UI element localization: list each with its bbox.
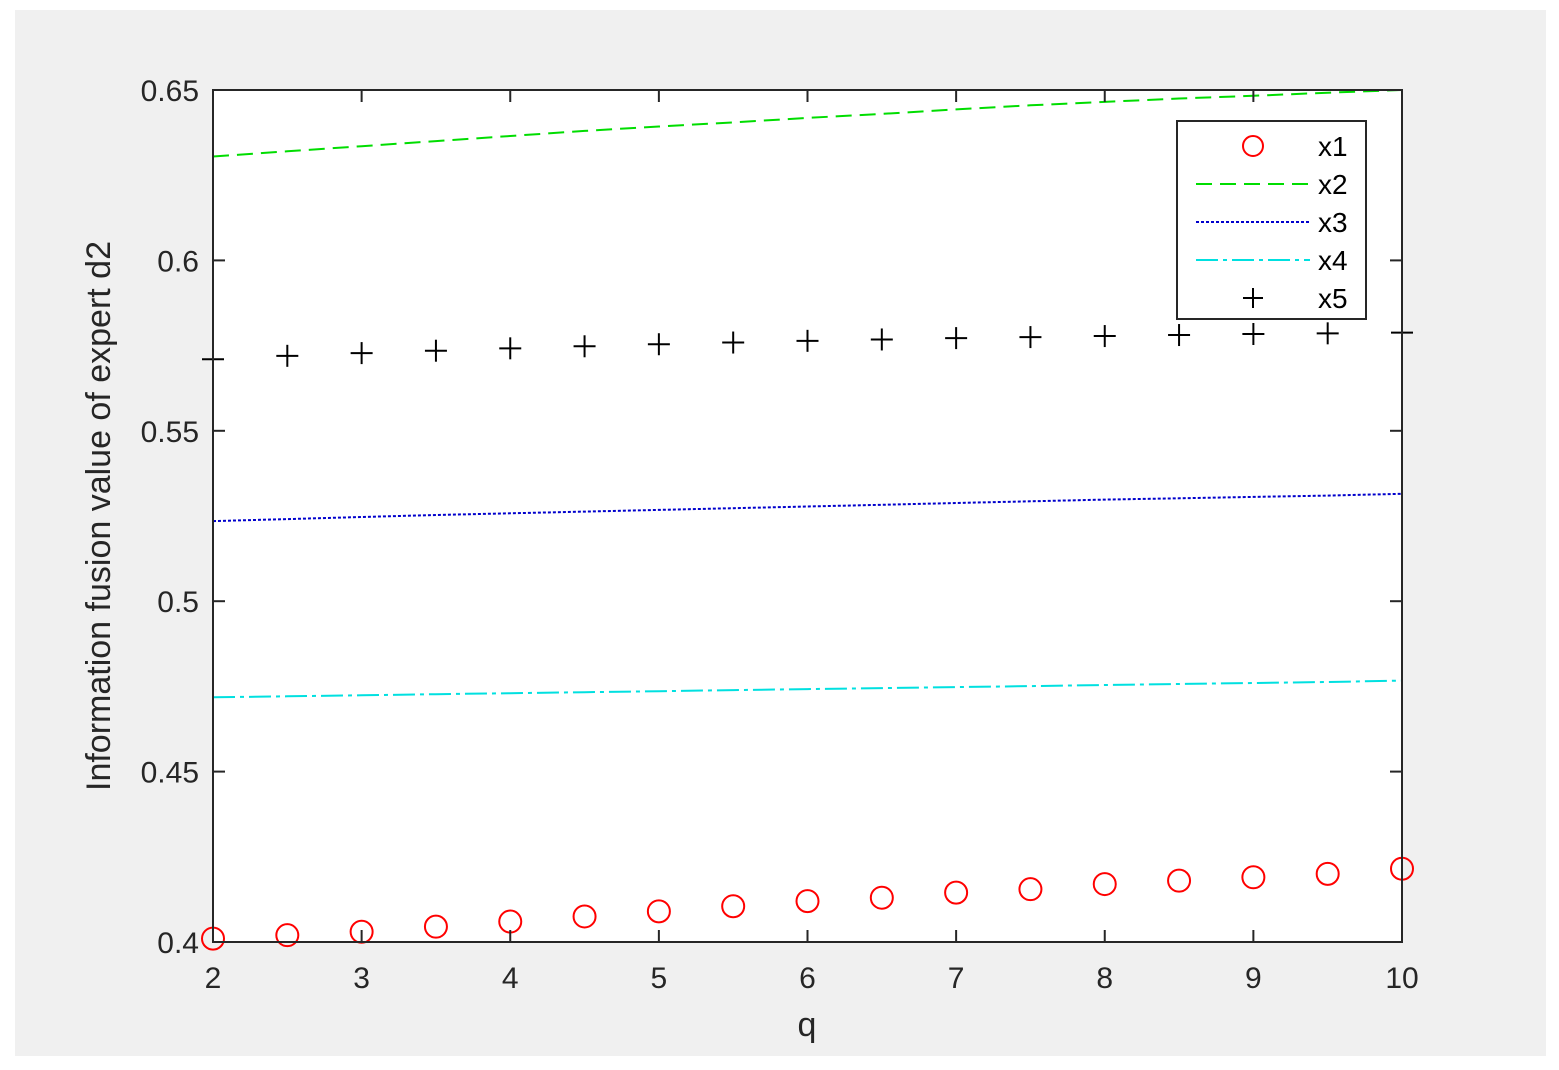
- y-tick-label: 0.6: [157, 245, 199, 278]
- data-point-x1: [572, 904, 597, 929]
- data-point-x1: [646, 899, 671, 924]
- data-point-x1: [275, 923, 300, 948]
- x-tick-label: 2: [205, 962, 222, 995]
- data-point-x5: [1093, 325, 1116, 348]
- y-tick-label: 0.4: [157, 927, 199, 960]
- data-point-x1: [1018, 877, 1043, 902]
- y-tick-label: 0.5: [157, 586, 199, 619]
- data-point-x5: [499, 337, 522, 360]
- legend-entry-x5: x5: [1243, 283, 1348, 314]
- tick-layer: 2 3 4 5 6 7 8 9 10 0.4 0.45 0.5 0.55 0.6 0.65: [141, 75, 1419, 995]
- y-tick-label: 0.45: [141, 757, 199, 790]
- data-point-x1: [1167, 868, 1192, 893]
- data-point-x1: [721, 894, 746, 919]
- legend-entry-x1: x1: [1242, 131, 1348, 162]
- data-point-x5: [424, 339, 447, 362]
- data-point-x5: [945, 327, 968, 350]
- x-tick-label: 4: [502, 962, 519, 995]
- legend-entry-x3: x3: [1196, 207, 1348, 238]
- legend-swatch: [1242, 135, 1264, 157]
- data-point-x1: [1092, 872, 1117, 897]
- data-point-x5: [647, 333, 670, 356]
- x-tick-label: 9: [1245, 962, 1262, 995]
- data-point-x1: [1315, 861, 1340, 886]
- legend: x1 x2 x3 x4 x5: [1176, 120, 1367, 320]
- data-point-x1: [795, 889, 820, 914]
- data-point-x5: [276, 344, 299, 367]
- data-point-x5: [796, 329, 819, 352]
- y-axis-label: Information fusion value of expert d2: [80, 241, 118, 791]
- x-axis-label: q: [798, 1006, 817, 1044]
- x-tick-label: 8: [1096, 962, 1113, 995]
- data-point-x1: [869, 885, 894, 910]
- y-tick-label: 0.65: [141, 75, 199, 108]
- legend-label: x2: [1318, 169, 1348, 200]
- series-x3: [212, 492, 1403, 523]
- series-x2: [212, 89, 1403, 158]
- data-point-x5: [1242, 323, 1265, 346]
- legend-label: x3: [1318, 207, 1348, 238]
- series-line-x2: [212, 89, 1403, 158]
- x-tick-label: 6: [799, 962, 816, 995]
- data-point-x5: [1168, 324, 1191, 347]
- data-point-x5: [722, 331, 745, 354]
- y-tick-label: 0.55: [141, 416, 199, 449]
- series-line-x3: [212, 492, 1403, 523]
- data-point-x5: [350, 342, 373, 365]
- data-point-x1: [944, 880, 969, 905]
- x-tick-label: 7: [948, 962, 965, 995]
- legend-entry-x2: x2: [1196, 169, 1348, 200]
- legend-label: x4: [1318, 245, 1348, 276]
- x-tick-label: 3: [353, 962, 370, 995]
- data-point-x5: [1316, 322, 1339, 345]
- legend-label: x5: [1318, 283, 1348, 314]
- legend-entry-x4: x4: [1196, 245, 1348, 276]
- legend-label: x1: [1318, 131, 1348, 162]
- legend-swatch: [1243, 288, 1263, 308]
- data-point-x5: [573, 335, 596, 358]
- data-point-x5: [870, 328, 893, 351]
- series-x4: [212, 679, 1403, 699]
- legend-box: [1176, 120, 1367, 320]
- series-x5: [202, 321, 1413, 371]
- data-point-x1: [423, 914, 448, 939]
- data-point-x1: [1241, 865, 1266, 890]
- series-line-x4: [212, 679, 1403, 699]
- data-point-x5: [1019, 326, 1042, 349]
- x-tick-label: 10: [1385, 962, 1418, 995]
- x-tick-label: 5: [651, 962, 668, 995]
